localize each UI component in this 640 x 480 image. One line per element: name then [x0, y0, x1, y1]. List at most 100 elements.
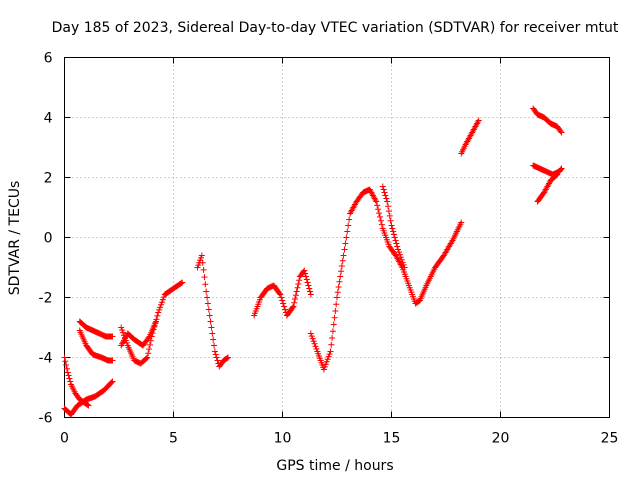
data-point: [120, 329, 127, 336]
data-point: [326, 351, 333, 358]
data-point: [311, 340, 318, 347]
data-point: [156, 306, 163, 313]
data-point: [178, 280, 185, 287]
data-point: [329, 335, 336, 341]
data-point: [388, 222, 395, 229]
series-seg-3b: [118, 318, 160, 349]
data-point: [321, 363, 328, 370]
data-point: [341, 246, 348, 253]
data-point: [389, 225, 396, 232]
data-point: [307, 330, 314, 337]
data-point: [344, 228, 351, 235]
data-point: [377, 217, 384, 224]
data-point: [63, 362, 70, 368]
y-tick-label: 6: [44, 51, 53, 67]
data-point: [335, 284, 342, 290]
data-point: [320, 366, 327, 373]
data-point: [380, 186, 387, 193]
data-point: [210, 336, 217, 343]
data-point: [62, 358, 69, 365]
y-tick-label: 4: [44, 111, 53, 127]
grid-layer: [64, 57, 610, 418]
data-point: [209, 330, 216, 337]
data-point: [554, 171, 561, 178]
data-point: [384, 198, 391, 205]
data-point: [337, 273, 344, 280]
data-point: [85, 402, 92, 409]
data-point: [313, 345, 320, 352]
data-point: [158, 299, 165, 306]
data-point: [281, 303, 288, 310]
data-point: [339, 257, 346, 264]
data-point: [330, 321, 337, 328]
data-point: [375, 206, 382, 213]
data-point: [207, 318, 214, 325]
x-tick-label: 15: [383, 431, 401, 447]
data-point: [293, 288, 300, 295]
data-point: [109, 357, 116, 364]
data-point: [145, 334, 152, 341]
data-point: [123, 339, 130, 346]
data-point: [144, 354, 151, 361]
data-point: [276, 290, 283, 297]
data-point: [66, 375, 73, 382]
data-point: [307, 288, 314, 295]
data-point: [390, 228, 397, 235]
data-point: [292, 292, 299, 299]
data-point: [395, 246, 402, 253]
data-point: [291, 299, 298, 306]
data-point: [378, 221, 385, 228]
data-point: [295, 281, 302, 287]
data-point: [204, 300, 211, 307]
data-point: [338, 263, 345, 269]
data-point: [302, 273, 309, 280]
data-point: [159, 296, 166, 303]
data-point: [394, 243, 401, 250]
data-point: [205, 306, 212, 313]
data-point: [158, 301, 165, 308]
tick-layer: 0 5 10 15 20 25 -6 -4 -2 0 2 4 6: [39, 51, 619, 447]
data-point: [277, 291, 284, 298]
data-point: [558, 165, 565, 172]
data-point: [331, 314, 338, 321]
data-point: [383, 195, 390, 202]
y-tick-label: -6: [39, 411, 53, 427]
series-seg-21-low: [534, 171, 561, 205]
x-tick-label: 10: [274, 431, 292, 447]
data-point: [289, 304, 296, 311]
y-tick-label: 2: [44, 171, 53, 187]
data-point: [312, 343, 319, 350]
data-point: [213, 354, 220, 361]
x-tick-label: 25: [601, 431, 619, 447]
data-point: [303, 276, 310, 283]
series-upper-1: [76, 318, 116, 340]
data-point: [201, 274, 208, 281]
data-point: [338, 268, 345, 275]
data-point: [202, 281, 209, 288]
data-point: [374, 202, 381, 209]
data-point: [203, 288, 210, 295]
data-point: [395, 249, 402, 256]
data-point: [64, 369, 71, 376]
x-tick-label: 5: [169, 431, 178, 447]
data-point: [376, 213, 383, 220]
data-point: [118, 324, 125, 331]
data-point: [401, 264, 408, 271]
data-point: [396, 251, 403, 258]
data-point: [146, 341, 153, 348]
data-point: [160, 294, 167, 301]
data-point: [290, 303, 297, 310]
data-point: [336, 278, 343, 285]
y-tick-label: -4: [39, 351, 53, 367]
data-point: [306, 285, 313, 292]
data-point: [154, 312, 161, 319]
data-point: [381, 189, 388, 196]
data-point: [325, 353, 332, 360]
data-point: [329, 328, 336, 335]
data-point: [211, 348, 218, 355]
data-point: [322, 361, 329, 368]
x-tick-label: 0: [60, 431, 69, 447]
series-seg-15: [379, 183, 408, 271]
series-lower-1: [76, 327, 116, 364]
